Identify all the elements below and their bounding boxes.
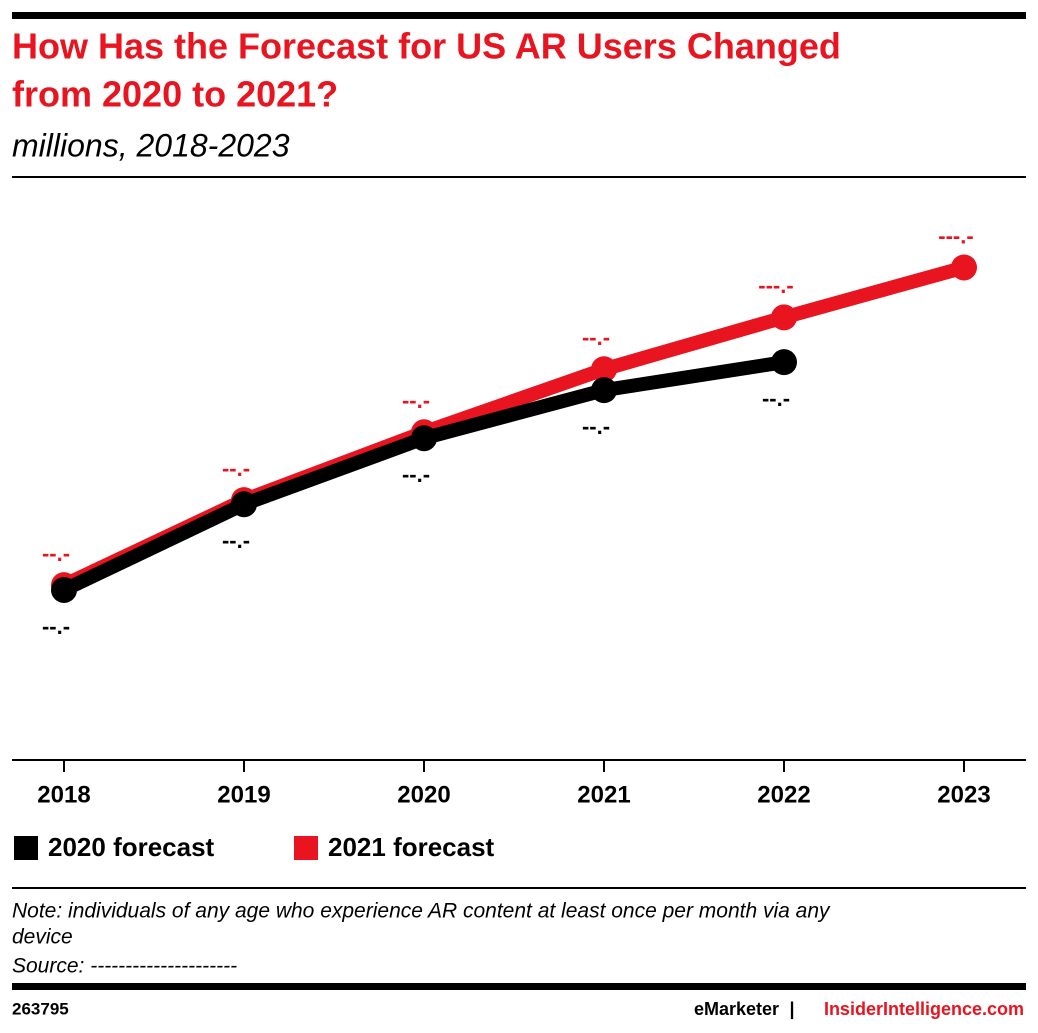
data-point: [51, 576, 77, 603]
legend-swatch: [14, 836, 38, 860]
brand: InsiderIntelligence.com: [824, 999, 1024, 1019]
x-tick-label: 2023: [937, 781, 990, 808]
brand: eMarketer: [694, 999, 779, 1019]
data-label: ---.-: [938, 223, 973, 248]
data-label: --.-: [42, 541, 70, 566]
legend-label: 2020 forecast: [48, 832, 215, 862]
data-point: [771, 349, 797, 376]
x-tick-label: 2018: [37, 781, 90, 808]
series-line: [61, 260, 966, 592]
data-label: --.-: [402, 388, 430, 413]
chart-title: from 2020 to 2021?: [12, 74, 338, 115]
data-label: --.-: [222, 456, 250, 481]
brand-separator: |: [789, 999, 794, 1019]
x-tick-label: 2020: [397, 781, 450, 808]
chart-id: 263795: [12, 999, 69, 1018]
data-point: [771, 304, 797, 331]
x-tick-label: 2021: [577, 781, 630, 808]
data-label: ---.-: [758, 273, 793, 298]
data-label: --.-: [42, 614, 70, 639]
data-label: --.-: [762, 386, 790, 411]
source: Source: ---------------------: [12, 955, 237, 978]
chart-title: How Has the Forecast for US AR Users Cha…: [12, 26, 841, 67]
note: Note: individuals of any age who experie…: [12, 900, 831, 923]
data-point: [951, 254, 977, 281]
x-tick-label: 2022: [757, 781, 810, 808]
data-label: --.-: [582, 325, 610, 350]
legend-label: 2021 forecast: [328, 832, 495, 862]
data-point: [591, 356, 617, 383]
data-point: [591, 377, 617, 404]
data-point: [411, 425, 437, 452]
legend-swatch: [294, 836, 318, 860]
data-point: [231, 491, 257, 518]
chart-subtitle: millions, 2018-2023: [12, 127, 290, 163]
x-tick-label: 2019: [217, 781, 270, 808]
data-label: --.-: [222, 528, 250, 553]
data-label: --.-: [402, 462, 430, 487]
top-bar: [12, 12, 1026, 19]
note: device: [12, 926, 73, 949]
data-label: --.-: [582, 414, 610, 439]
bottom-bar: [12, 983, 1026, 990]
